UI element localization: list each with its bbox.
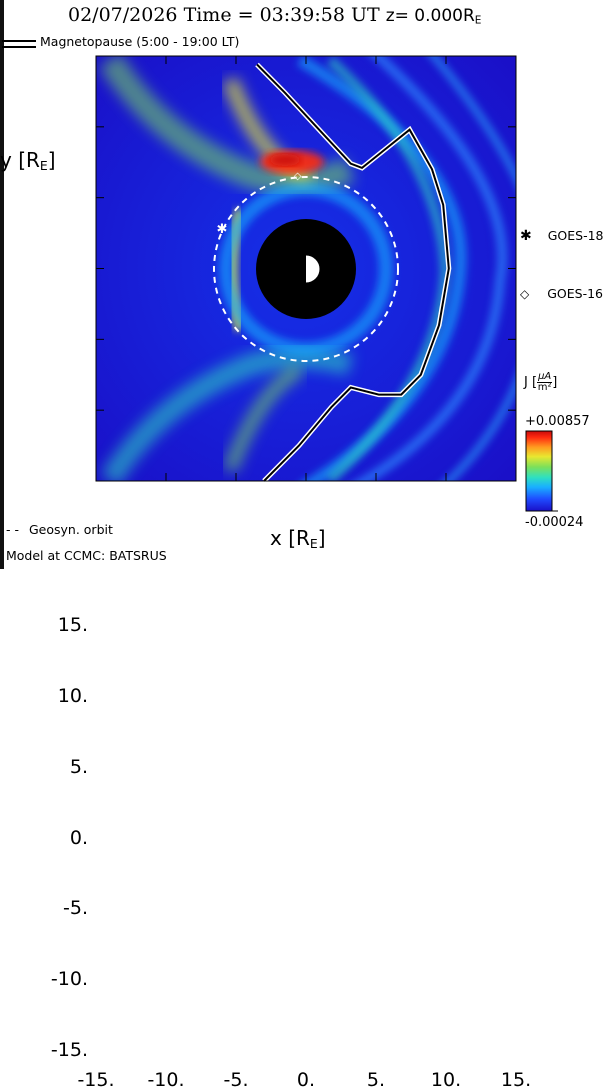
x-tick-label: 10. bbox=[430, 1069, 462, 1091]
goes18-legend: ✱ GOES-18 bbox=[520, 228, 604, 244]
colorbar-label: J [μA m²] bbox=[524, 371, 558, 393]
colorbar-unit-numerator: μA bbox=[537, 371, 553, 383]
y-tick-label: -15. bbox=[50, 1039, 88, 1061]
y-tick-label: 10. bbox=[57, 684, 88, 707]
geosynchronous-orbit bbox=[213, 176, 399, 362]
y-tick-label: 0. bbox=[69, 826, 88, 849]
x-tick-label: -15. bbox=[77, 1069, 115, 1091]
x-tick-label: -5. bbox=[223, 1069, 249, 1091]
goes18-marker: ✱ bbox=[217, 222, 228, 237]
south-current-sheet bbox=[223, 363, 304, 473]
x-tick-label: 15. bbox=[500, 1069, 532, 1091]
dayside-south-wing bbox=[100, 346, 354, 481]
goes16-legend: ◇ GOES-16 bbox=[520, 286, 603, 301]
left-edge-bar bbox=[0, 0, 4, 569]
dashed-line-icon: - - bbox=[6, 522, 19, 537]
y-tick-label: 5. bbox=[69, 755, 88, 778]
goes18-label: GOES-18 bbox=[547, 228, 604, 243]
magnetopause-legend: Magnetopause (5:00 - 19:00 LT) bbox=[40, 34, 240, 49]
y-tick-label: -10. bbox=[50, 968, 88, 991]
bow-shock-band bbox=[326, 56, 451, 481]
y-tick-label: -5. bbox=[63, 897, 88, 920]
y-axis-label: y [RE] bbox=[0, 148, 56, 173]
heatmap-field bbox=[96, 56, 516, 481]
dayside-north-wing bbox=[98, 56, 355, 195]
x-tick-label: -10. bbox=[147, 1069, 185, 1091]
x-tick-label: 5. bbox=[366, 1069, 386, 1091]
x-axis-label-sub: E bbox=[309, 536, 318, 552]
earth-icon bbox=[291, 254, 321, 284]
x-tick-label: 0. bbox=[296, 1069, 316, 1091]
outer-arc-1 bbox=[354, 56, 508, 481]
magnetopause-line bbox=[256, 63, 450, 482]
colorbar-quantity: J bbox=[524, 375, 528, 390]
x-axis-label-end: ] bbox=[317, 526, 326, 550]
y-axis-label-end: ] bbox=[47, 148, 56, 172]
ring-current bbox=[219, 182, 393, 356]
x-axis-label: x [RE] bbox=[270, 526, 326, 551]
heatmap-plot: ✱◇ bbox=[95, 55, 558, 512]
colorbar-min: -0.00024 bbox=[525, 515, 584, 530]
geosyn-legend: - - Geosyn. orbit bbox=[6, 522, 113, 537]
goes16-label: GOES-16 bbox=[547, 286, 603, 301]
title-z-label: z= bbox=[385, 6, 409, 26]
title-timezone: UT bbox=[350, 4, 380, 26]
current-peak-core bbox=[269, 154, 301, 166]
title-time-label: Time = bbox=[183, 4, 254, 26]
title-z-sub: E bbox=[474, 14, 482, 27]
title-time: 03:39:58 bbox=[259, 4, 345, 26]
model-credit: Model at CCMC: BATSRUS bbox=[6, 548, 167, 563]
diamond-icon: ◇ bbox=[520, 287, 530, 301]
y-tick-label: 15. bbox=[57, 614, 88, 636]
title-date: 02/07/2026 bbox=[68, 4, 178, 26]
colorbar bbox=[525, 430, 553, 512]
colorbar-unit-denominator: m² bbox=[537, 382, 552, 393]
magnetopause-legend-swatch bbox=[2, 40, 36, 48]
geosyn-legend-label: Geosyn. orbit bbox=[28, 522, 113, 537]
goes16-marker: ◇ bbox=[294, 171, 302, 182]
title-z-value: 0.000R bbox=[414, 6, 475, 26]
x-axis-label-text: x [R bbox=[270, 526, 310, 550]
y-axis-label-text: y [R bbox=[0, 148, 40, 172]
plot-title: 02/07/2026 Time = 03:39:58 UT z= 0.000RE bbox=[68, 4, 481, 27]
colorbar-max: +0.00857 bbox=[525, 414, 590, 429]
asterisk-icon: ✱ bbox=[520, 228, 532, 244]
north-current-sheet bbox=[222, 77, 314, 188]
y-axis-label-sub: E bbox=[39, 158, 48, 174]
outer-arc-2 bbox=[428, 56, 516, 481]
